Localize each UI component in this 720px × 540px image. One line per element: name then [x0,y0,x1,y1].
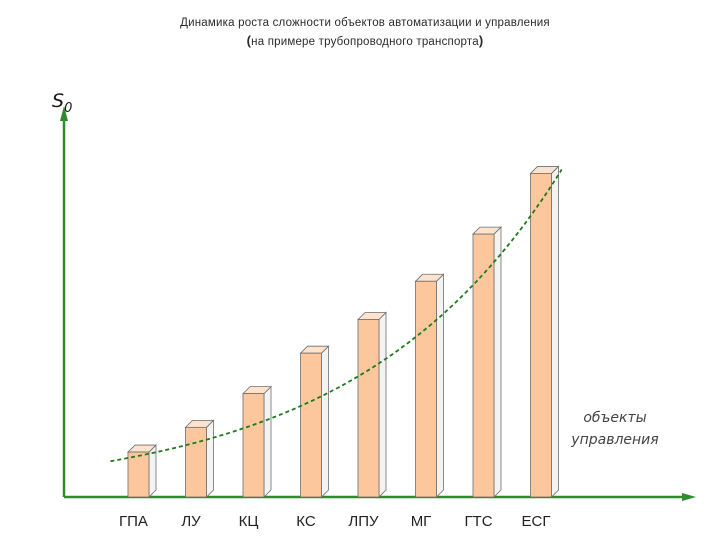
bar-4 [299,345,330,498]
chart-title-block: Динамика роста сложности объектов автома… [0,14,720,51]
bar-2 [184,419,215,498]
bar-front [415,280,437,498]
bar-5 [357,311,387,498]
x-tick-label: КС [296,513,316,530]
bar-front [185,426,207,498]
x-tick-label: ЛПУ [348,513,379,530]
bar-side [436,273,444,498]
bar-1 [127,444,157,498]
trend-line [110,169,563,463]
x-tick-label: ГПА [119,513,148,530]
bar-side [321,345,329,498]
bar-front [242,393,265,498]
y-axis-label: S0 [52,90,73,116]
bar-front [300,352,322,498]
bar-side [263,385,272,498]
bar-3 [242,385,272,498]
bar-8 [529,165,560,498]
chart-subtitle-line: (на примере трубопроводного транспорта) [246,33,484,48]
bar-6 [414,273,445,498]
x-tick-label: КЦ [239,513,259,530]
x-tick-label: ЛУ [181,513,201,530]
x-tick-label: ГТС [464,513,492,530]
y-axis-arrow [60,106,68,121]
chart-subtitle: на примере трубопроводного транспорта [251,36,479,48]
x-tick-label: МГ [411,513,432,530]
bar-front [127,451,150,498]
bar-side [378,311,387,498]
x-tick-label: ЕСГ [522,513,551,530]
x-axis-title: объекты управления [571,410,659,448]
bar-front [357,319,380,498]
x-axis-arrow [682,493,696,501]
bar-side [493,226,502,498]
bar-side [206,419,214,498]
bar-7 [472,226,502,498]
chart-title: Динамика роста сложности объектов автома… [180,17,550,29]
bar-front [472,233,495,498]
bar-front [530,173,552,498]
bar-side [551,165,559,498]
